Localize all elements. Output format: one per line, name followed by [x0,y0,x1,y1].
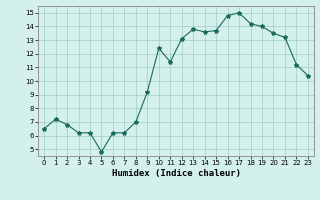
X-axis label: Humidex (Indice chaleur): Humidex (Indice chaleur) [111,169,241,178]
